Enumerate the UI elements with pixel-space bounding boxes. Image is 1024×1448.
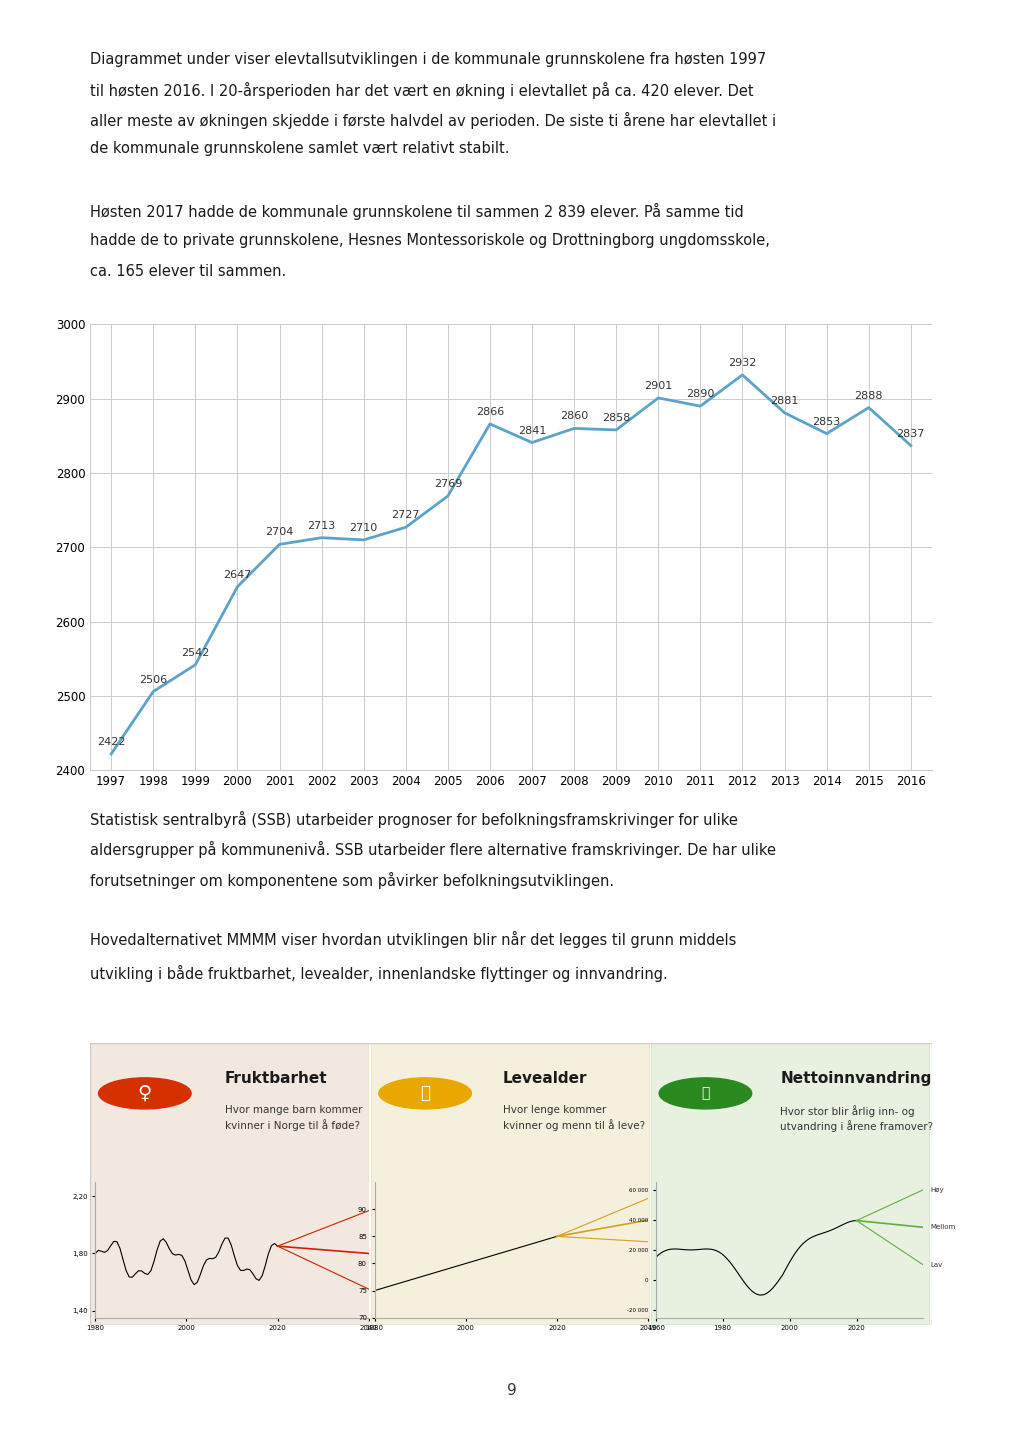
Text: Hvor stor blir årlig inn- og
utvandring i årene framover?: Hvor stor blir årlig inn- og utvandring … [780,1105,934,1132]
Text: 2866: 2866 [476,407,504,417]
Text: Diagrammet under viser elevtallsutviklingen i de kommunale grunnskolene fra høst: Diagrammet under viser elevtallsutviklin… [90,52,766,67]
Text: 2647: 2647 [223,571,252,579]
Text: Lav: Lav [657,1239,670,1245]
Text: 2542: 2542 [181,647,210,657]
Text: Høsten 2017 hadde de kommunale grunnskolene til sammen 2 839 elever. På samme ti: Høsten 2017 hadde de kommunale grunnskol… [90,203,743,220]
Text: Statistisk sentralbyrå (SSB) utarbeider prognoser for befolkningsframskrivinger : Statistisk sentralbyrå (SSB) utarbeider … [90,811,738,828]
Text: 2704: 2704 [265,527,294,537]
Text: Høy: Høy [930,1187,944,1193]
Text: Mellom: Mellom [378,1251,403,1257]
Text: 2769: 2769 [433,479,462,489]
Polygon shape [371,1043,649,1325]
Circle shape [98,1077,191,1109]
Text: de kommunale grunnskolene samlet vært relativt stabilt.: de kommunale grunnskolene samlet vært re… [90,142,510,156]
Text: Nettoinnvandring: Nettoinnvandring [780,1072,932,1086]
Text: Lav: Lav [378,1286,390,1292]
Text: 2713: 2713 [307,521,336,531]
Text: ca. 165 elever til sammen.: ca. 165 elever til sammen. [90,264,287,278]
Text: hadde de to private grunnskolene, Hesnes Montessoriskole og Drottningborg ungdom: hadde de to private grunnskolene, Hesnes… [90,233,770,248]
Text: 🛂: 🛂 [701,1086,710,1100]
Text: 2888: 2888 [854,391,883,401]
Text: Høy: Høy [657,1196,671,1202]
Text: Lav: Lav [930,1263,942,1268]
Text: 2890: 2890 [686,390,715,400]
Text: 2901: 2901 [644,381,673,391]
Text: Levealder: Levealder [503,1072,587,1086]
Text: til høsten 2016. I 20-årsperioden har det vært en økning i elevtallet på ca. 420: til høsten 2016. I 20-årsperioden har de… [90,83,754,98]
Text: aldersgrupper på kommunenivå. SSB utarbeider flere alternative framskrivinger. D: aldersgrupper på kommunenivå. SSB utarbe… [90,841,776,859]
Text: Hvor lenge kommer
kvinner og menn til å leve?: Hvor lenge kommer kvinner og menn til å … [503,1105,645,1131]
Circle shape [379,1077,471,1109]
Text: 2881: 2881 [770,395,799,405]
Text: Mellom: Mellom [930,1225,955,1231]
Polygon shape [90,1043,369,1325]
Text: 2841: 2841 [518,426,546,436]
Text: 2853: 2853 [812,417,841,427]
Text: 2727: 2727 [391,510,420,520]
Text: Høy: Høy [378,1208,391,1213]
Text: Mellom: Mellom [657,1218,683,1224]
Text: aller meste av økningen skjedde i første halvdel av perioden. De siste ti årene : aller meste av økningen skjedde i første… [90,111,776,129]
Text: ♀: ♀ [137,1085,152,1103]
Text: 2710: 2710 [349,523,378,533]
Text: 2858: 2858 [602,413,631,423]
Text: 2837: 2837 [897,429,925,439]
Text: Hvor mange barn kommer
kvinner i Norge til å føde?: Hvor mange barn kommer kvinner i Norge t… [225,1105,362,1131]
Text: Hovedalternativet MMMM viser hvordan utviklingen blir når det legges til grunn m: Hovedalternativet MMMM viser hvordan utv… [90,931,736,948]
Text: Fruktbarhet: Fruktbarhet [225,1072,328,1086]
Text: 2932: 2932 [728,358,757,368]
Text: 2860: 2860 [560,411,588,421]
Text: utvikling i både fruktbarhet, levealder, innenlandske flyttinger og innvandring.: utvikling i både fruktbarhet, levealder,… [90,964,668,982]
Text: forutsetninger om komponentene som påvirker befolkningsutviklingen.: forutsetninger om komponentene som påvir… [90,872,614,889]
Text: 9: 9 [507,1383,517,1397]
Text: 2506: 2506 [139,675,167,685]
Text: 2422: 2422 [97,737,125,747]
Circle shape [659,1077,752,1109]
Polygon shape [651,1043,930,1325]
Text: 🚶: 🚶 [420,1085,430,1102]
